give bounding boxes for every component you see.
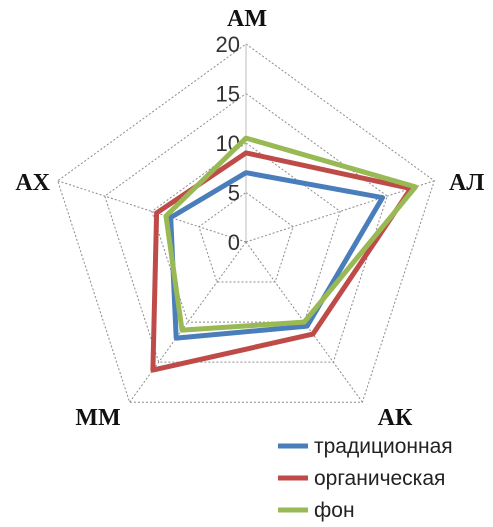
- tick-label-20: 20: [216, 32, 240, 57]
- axis-labels: АМ АЛ АК ММ АХ: [15, 6, 484, 431]
- tick-label-15: 15: [216, 82, 240, 107]
- series-line-1: [150, 150, 414, 373]
- grid-ring-2: [151, 142, 341, 323]
- legend-label-traditional: традиционная: [314, 435, 453, 458]
- axis-label-ax: АХ: [15, 170, 50, 196]
- grid-ring-4: [57, 43, 435, 403]
- legend: традиционная органическая фон: [278, 435, 453, 522]
- series-line-2: [163, 135, 418, 333]
- tick-label-0: 0: [228, 230, 240, 255]
- grid-ring-1: [198, 191, 294, 283]
- spoke-4: [57, 180, 247, 243]
- axis-label-ak: АК: [378, 405, 413, 431]
- spoke-3: [129, 241, 247, 403]
- legend-label-background: фон: [314, 499, 355, 522]
- axis-label-al: АЛ: [449, 170, 484, 196]
- tick-label-10: 10: [216, 131, 240, 156]
- axis-label-mm: ММ: [75, 405, 120, 431]
- series-line-0: [168, 170, 385, 341]
- spoke-2: [245, 241, 363, 403]
- spoke-1: [245, 180, 435, 243]
- radial-tick-labels: 0 5 10 15 20: [216, 32, 240, 255]
- legend-label-organic: органическая: [314, 467, 445, 490]
- tick-label-5: 5: [228, 181, 240, 206]
- radar-grid: [57, 43, 435, 403]
- axis-label-am: АМ: [227, 6, 267, 32]
- radar-series: [150, 135, 418, 373]
